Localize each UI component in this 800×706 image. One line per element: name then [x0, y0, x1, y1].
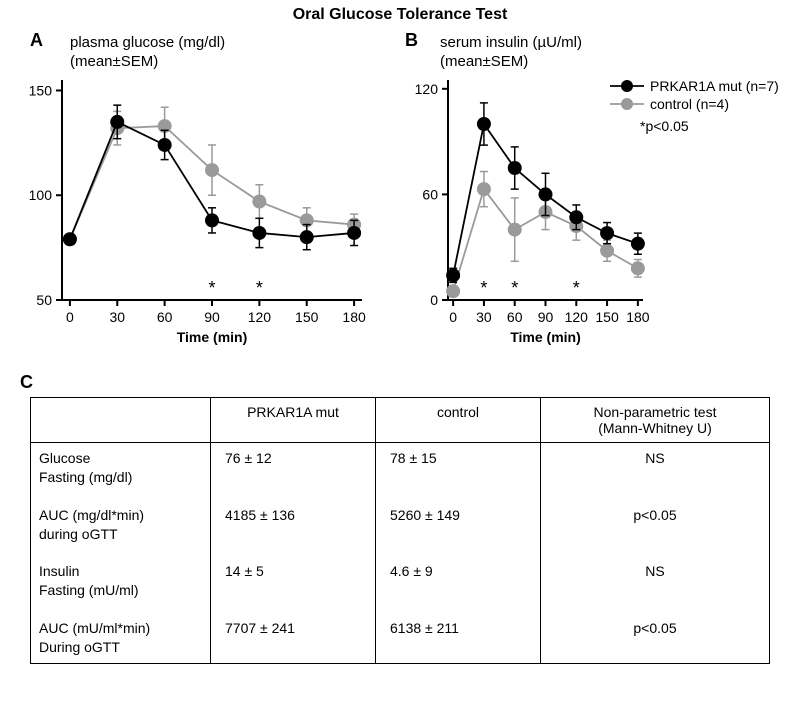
panel-b-subtitle-l2: (mean±SEM): [440, 53, 582, 72]
svg-text:0: 0: [430, 292, 438, 308]
panel-a-subtitle-l1: plasma glucose (mg/dl): [70, 34, 225, 53]
panel-a-subtitle-l2: (mean±SEM): [70, 53, 225, 72]
svg-text:180: 180: [342, 309, 366, 325]
panel-c: C PRKAR1A mutcontrolNon-parametric test …: [10, 372, 780, 664]
panel-c-label: C: [20, 372, 780, 393]
panel-b: B serum insulin (µU/ml) (mean±SEM) 0 60 12…: [400, 30, 790, 360]
svg-text:0: 0: [449, 309, 457, 325]
panel-a: A plasma glucose (mg/dl) (mean±SEM) 50 10…: [10, 30, 390, 360]
svg-text:50: 50: [36, 292, 52, 308]
svg-text:100: 100: [29, 187, 53, 203]
legend-marker-mut: [610, 79, 644, 93]
svg-text:Time (min): Time (min): [177, 329, 248, 345]
table-header: control: [376, 398, 541, 443]
legend-marker-ctrl: [610, 97, 644, 111]
svg-text:90: 90: [538, 309, 554, 325]
legend-item-ctrl: control (n=4): [610, 96, 779, 112]
svg-text:90: 90: [204, 309, 220, 325]
svg-text:60: 60: [157, 309, 173, 325]
table-cell: 76 ± 12 4185 ± 136 14 ± 5 7707 ± 241: [211, 443, 376, 664]
legend-label-mut: PRKAR1A mut (n=7): [650, 78, 779, 94]
svg-text:180: 180: [626, 309, 650, 325]
legend-significance: *p<0.05: [640, 118, 779, 134]
svg-text:150: 150: [29, 82, 53, 98]
figure-root: Oral Glucose Tolerance Test A plasma glu…: [0, 0, 800, 706]
svg-text:*: *: [573, 278, 580, 298]
table-header: PRKAR1A mut: [211, 398, 376, 443]
svg-text:*: *: [256, 278, 263, 298]
figure-title: Oral Glucose Tolerance Test: [0, 6, 800, 24]
legend-label-ctrl: control (n=4): [650, 96, 729, 112]
svg-text:Time (min): Time (min): [510, 329, 581, 345]
svg-text:0: 0: [66, 309, 74, 325]
panel-b-subtitle-l1: serum insulin (µU/ml): [440, 34, 582, 53]
svg-text:150: 150: [595, 309, 619, 325]
svg-text:*: *: [480, 278, 487, 298]
svg-text:30: 30: [109, 309, 125, 325]
panel-a-subtitle: plasma glucose (mg/dl) (mean±SEM): [70, 34, 225, 72]
legend-item-mut: PRKAR1A mut (n=7): [610, 78, 779, 94]
panel-c-table: PRKAR1A mutcontrolNon-parametric test (M…: [30, 397, 770, 664]
svg-text:120: 120: [248, 309, 272, 325]
svg-text:150: 150: [295, 309, 319, 325]
svg-text:120: 120: [565, 309, 589, 325]
svg-text:*: *: [511, 278, 518, 298]
table-cell: 78 ± 15 5260 ± 149 4.6 ± 9 6138 ± 211: [376, 443, 541, 664]
panel-b-label: B: [405, 30, 418, 51]
table-header: Non-parametric test (Mann-Whitney U): [541, 398, 770, 443]
svg-text:30: 30: [476, 309, 492, 325]
panel-a-label: A: [30, 30, 43, 51]
table-cell: NS p<0.05 NS p<0.05: [541, 443, 770, 664]
panel-b-subtitle: serum insulin (µU/ml) (mean±SEM): [440, 34, 582, 72]
table-header: [31, 398, 211, 443]
panel-a-chart: 50 100 150 0 30 60 90 120 150 180 Time (min) * *: [10, 72, 390, 362]
legend: PRKAR1A mut (n=7) control (n=4) *p<0.05: [610, 78, 779, 134]
table-cell: GlucoseFasting (mg/dl) AUC (mg/dl*min)du…: [31, 443, 211, 664]
svg-text:120: 120: [415, 81, 439, 97]
svg-text:*: *: [208, 278, 215, 298]
svg-text:60: 60: [507, 309, 523, 325]
svg-text:60: 60: [422, 186, 438, 202]
